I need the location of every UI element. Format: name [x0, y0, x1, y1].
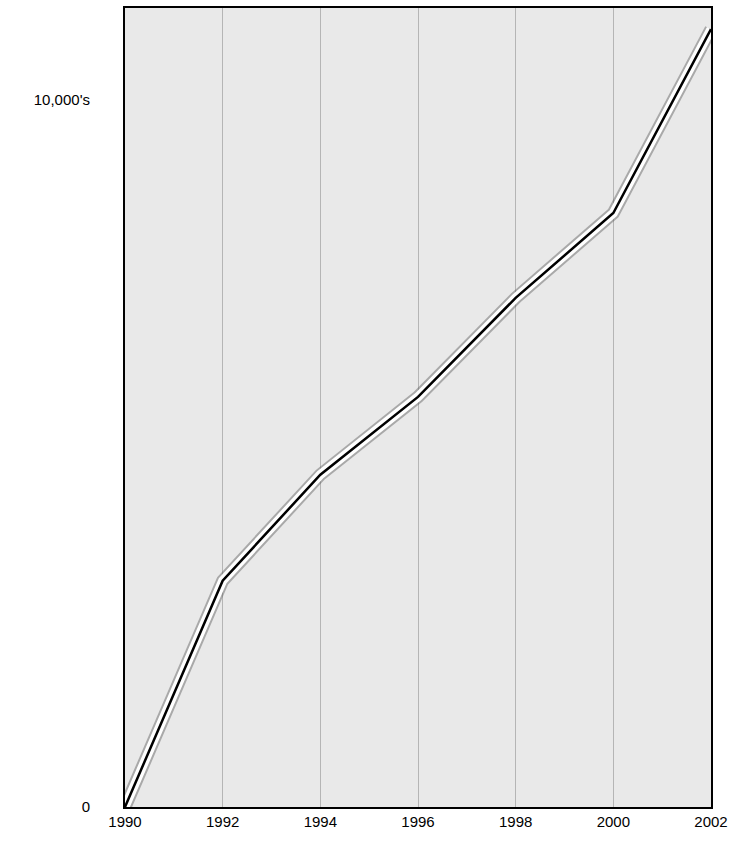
svg-text:1998: 1998 [499, 813, 532, 830]
svg-text:0: 0 [82, 798, 90, 815]
svg-text:1994: 1994 [304, 813, 337, 830]
svg-text:1996: 1996 [401, 813, 434, 830]
svg-text:2000: 2000 [597, 813, 630, 830]
svg-text:10,000's: 10,000's [34, 91, 90, 108]
svg-text:2002: 2002 [694, 813, 727, 830]
svg-text:1990: 1990 [108, 813, 141, 830]
svg-text:1992: 1992 [206, 813, 239, 830]
